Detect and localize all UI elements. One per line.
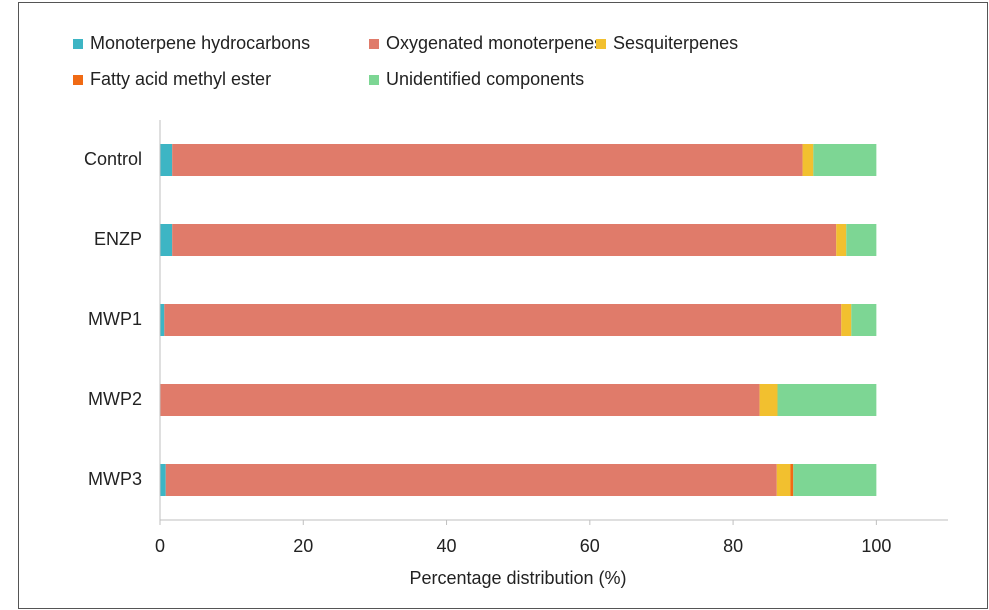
bar-segment	[164, 304, 842, 336]
bar-segment	[802, 144, 814, 176]
legend-swatch	[369, 39, 379, 49]
legend-label: Fatty acid methyl ester	[90, 69, 271, 89]
legend-label: Sesquiterpenes	[613, 33, 738, 53]
legend-swatch	[73, 75, 83, 85]
bar-segment	[793, 464, 877, 496]
legend-label: Unidentified components	[386, 69, 584, 89]
x-tick-label: 40	[437, 536, 457, 556]
y-tick-label: Control	[84, 149, 142, 169]
x-tick-label: 100	[861, 536, 891, 556]
x-tick-label: 60	[580, 536, 600, 556]
y-tick-label: MWP1	[88, 309, 142, 329]
legend-swatch	[596, 39, 606, 49]
bar-segment	[172, 224, 837, 256]
x-tick-label: 20	[293, 536, 313, 556]
bar-segment	[759, 384, 778, 416]
bar-segment	[846, 224, 877, 256]
x-tick-label: 0	[155, 536, 165, 556]
bar-segment	[851, 304, 877, 336]
bar-segment	[160, 464, 166, 496]
bar-segment	[777, 384, 877, 416]
frame	[18, 2, 988, 609]
bar-segment	[160, 224, 173, 256]
bar-segment	[841, 304, 852, 336]
bar-segment	[790, 464, 794, 496]
bar-segment	[813, 144, 877, 176]
legend-swatch	[73, 39, 83, 49]
y-tick-label: ENZP	[94, 229, 142, 249]
x-axis-title: Percentage distribution (%)	[409, 568, 626, 588]
y-tick-label: MWP3	[88, 469, 142, 489]
bar-segment	[160, 384, 760, 416]
y-tick-label: MWP2	[88, 389, 142, 409]
bar-segment	[160, 304, 165, 336]
bar-segment	[776, 464, 791, 496]
legend-swatch	[369, 75, 379, 85]
bar-segment	[160, 144, 173, 176]
bar-segment	[172, 144, 803, 176]
bar-segment	[836, 224, 847, 256]
x-tick-label: 80	[723, 536, 743, 556]
legend-label: Oxygenated monoterpenes	[386, 33, 603, 53]
legend-label: Monoterpene hydrocarbons	[90, 33, 310, 53]
bar-segment	[165, 464, 777, 496]
